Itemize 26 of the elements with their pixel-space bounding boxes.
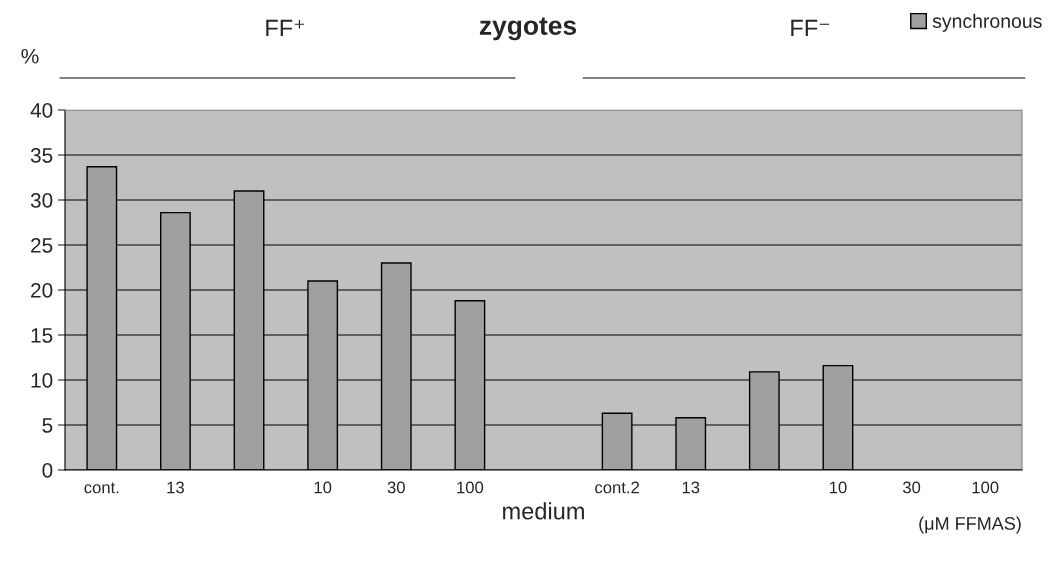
text: (μM FFMAS) <box>919 516 1021 534</box>
y-tick-label: 15 <box>31 328 53 343</box>
x-tick-label: 30 <box>387 481 405 494</box>
x-tick-label: 13 <box>682 481 700 494</box>
legend-label: synchronous <box>932 13 1042 32</box>
y-tick-label: 10 <box>31 373 53 388</box>
chart-title: zygotes <box>479 17 577 41</box>
y-tick-label: 30 <box>30 193 53 208</box>
x-tick-label: 10 <box>829 481 847 494</box>
y-tick-label: 35 <box>30 148 53 163</box>
y-tick-label: 40 <box>30 103 53 118</box>
x-tick-label: 13 <box>167 481 184 494</box>
x-tick-label: cont.2 <box>595 481 639 494</box>
y-tick-label: 5 <box>42 418 53 433</box>
y-tick-label: 0 <box>42 463 53 478</box>
x-tick-label: 10 <box>314 481 332 494</box>
x-tick-label: 30 <box>902 481 921 494</box>
y-tick-label: 20 <box>31 283 53 298</box>
text: % <box>21 48 39 64</box>
x-tick-label: 100 <box>972 481 999 494</box>
x-tick-label: cont. <box>84 482 119 494</box>
text: FF⁺ <box>266 19 305 37</box>
text: FF⁻ <box>791 19 830 37</box>
x-axis-title: medium <box>503 502 584 520</box>
x-tick-label: 100 <box>457 481 484 494</box>
y-tick-label: 25 <box>31 238 53 253</box>
